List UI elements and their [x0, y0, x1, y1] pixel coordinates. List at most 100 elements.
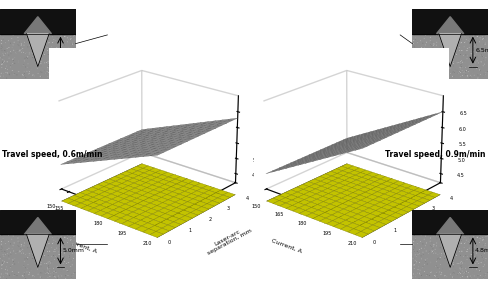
- Point: [410, 44, 418, 49]
- Point: [480, 75, 488, 80]
- Point: [64, 36, 72, 40]
- Point: [31, 51, 39, 55]
- Point: [438, 272, 446, 276]
- Point: [472, 66, 480, 71]
- Point: [457, 52, 465, 57]
- Point: [481, 58, 488, 62]
- Point: [46, 235, 54, 239]
- Point: [48, 58, 56, 63]
- Point: [470, 58, 478, 62]
- Point: [7, 250, 15, 255]
- Point: [476, 260, 484, 265]
- Point: [458, 249, 466, 253]
- Point: [419, 52, 427, 56]
- Point: [35, 36, 43, 41]
- Point: [11, 61, 19, 65]
- Point: [478, 253, 486, 258]
- Point: [477, 260, 485, 265]
- Point: [17, 46, 24, 50]
- Point: [49, 69, 57, 74]
- Point: [482, 234, 488, 239]
- Point: [61, 265, 69, 269]
- Point: [59, 33, 67, 38]
- Point: [28, 51, 36, 56]
- Point: [3, 51, 11, 55]
- Point: [1, 241, 9, 246]
- Point: [423, 72, 430, 77]
- Point: [46, 261, 54, 265]
- Point: [25, 272, 33, 276]
- Point: [42, 242, 50, 246]
- Point: [44, 65, 52, 70]
- Point: [14, 243, 22, 248]
- Point: [31, 251, 39, 256]
- X-axis label: Current, A: Current, A: [66, 238, 98, 254]
- Point: [7, 52, 15, 56]
- Point: [464, 274, 471, 279]
- Point: [417, 233, 425, 237]
- Point: [449, 276, 457, 281]
- Point: [466, 240, 473, 245]
- Point: [452, 235, 460, 240]
- Point: [474, 274, 482, 278]
- Point: [424, 257, 431, 262]
- Point: [0, 74, 4, 79]
- Point: [38, 271, 46, 276]
- Point: [24, 45, 32, 49]
- Point: [459, 70, 467, 75]
- Point: [2, 64, 10, 68]
- Point: [427, 270, 435, 274]
- Point: [61, 274, 69, 278]
- Point: [447, 58, 455, 63]
- Point: [65, 53, 73, 57]
- Point: [456, 246, 464, 251]
- Point: [14, 38, 22, 43]
- Point: [421, 42, 429, 47]
- Point: [11, 55, 19, 60]
- Point: [412, 261, 420, 266]
- Point: [19, 247, 27, 251]
- Point: [24, 255, 32, 260]
- Point: [446, 256, 453, 261]
- Point: [0, 272, 7, 276]
- Point: [54, 276, 61, 281]
- Point: [69, 33, 77, 38]
- Point: [57, 59, 65, 64]
- Point: [417, 45, 425, 50]
- Point: [417, 246, 425, 251]
- Point: [53, 45, 61, 50]
- Point: [434, 252, 442, 257]
- Point: [471, 254, 479, 259]
- Point: [447, 237, 454, 242]
- Point: [40, 254, 47, 259]
- Point: [0, 48, 6, 53]
- Point: [3, 39, 11, 44]
- Point: [37, 270, 45, 275]
- Point: [444, 251, 451, 256]
- Point: [57, 238, 65, 243]
- Point: [57, 260, 65, 265]
- Point: [47, 271, 55, 276]
- Point: [427, 260, 435, 265]
- Point: [0, 245, 6, 249]
- Point: [433, 272, 441, 276]
- Point: [470, 73, 478, 77]
- Point: [473, 251, 481, 255]
- Point: [427, 239, 434, 244]
- Point: [477, 53, 485, 58]
- Point: [471, 234, 479, 239]
- Point: [0, 246, 6, 250]
- Point: [411, 260, 419, 265]
- Point: [423, 57, 430, 61]
- Point: [469, 235, 477, 239]
- Point: [9, 260, 17, 265]
- Point: [29, 46, 37, 51]
- Point: [50, 68, 58, 73]
- Point: [410, 249, 418, 254]
- Point: [13, 33, 21, 38]
- Point: [50, 249, 58, 254]
- Point: [8, 263, 16, 267]
- Point: [426, 39, 433, 43]
- Point: [45, 48, 53, 53]
- Point: [448, 275, 456, 279]
